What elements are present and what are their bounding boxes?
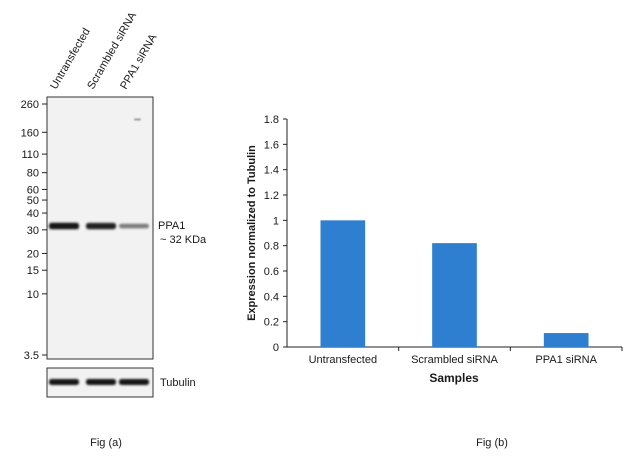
- panel-b-caption: Fig (b): [476, 437, 508, 449]
- y-axis-title: Expression normalized to Tubulin: [246, 145, 258, 321]
- y-tick-label: 1.4: [264, 165, 279, 177]
- x-tick-label: PPA1 siRNA: [535, 354, 597, 366]
- bar: [432, 243, 477, 347]
- target-band: [86, 222, 116, 230]
- y-tick-label: 0: [273, 342, 279, 354]
- marker-label: 15: [27, 265, 39, 277]
- x-tick-label: Untransfected: [309, 354, 377, 366]
- faint-artifact-spot: [134, 118, 141, 121]
- y-tick-label: 0.2: [264, 317, 279, 329]
- marker-label: 260: [21, 99, 39, 111]
- loading-control-band: [119, 379, 149, 385]
- y-tick-label: 0.4: [264, 291, 279, 303]
- marker-label: 160: [21, 127, 39, 139]
- target-size-label: ~ 32 KDa: [160, 234, 207, 246]
- x-tick-label: Scrambled siRNA: [411, 354, 498, 366]
- target-band: [119, 223, 149, 229]
- marker-label: 30: [27, 225, 39, 237]
- x-tick-labels: Untransfected Scrambled siRNA PPA1 siRNA: [309, 347, 623, 366]
- marker-label: 10: [27, 289, 39, 301]
- loading-control-bands: [49, 379, 149, 385]
- marker-label: 80: [27, 168, 39, 180]
- y-tick-label: 1.2: [264, 190, 279, 202]
- target-bands: [49, 222, 149, 230]
- panel-a-caption: Fig (a): [90, 437, 122, 449]
- y-tick-label: 1: [273, 215, 279, 227]
- loading-control-label: Tubulin: [160, 377, 196, 389]
- marker-label: 40: [27, 208, 39, 220]
- target-protein-label: PPA1: [158, 220, 185, 232]
- y-tick-label: 1.8: [264, 114, 279, 126]
- marker-label: 20: [27, 248, 39, 260]
- loading-control-band: [86, 379, 116, 385]
- lane-label: Untransfected: [48, 26, 93, 91]
- bars: [320, 220, 589, 347]
- marker-label: 60: [27, 184, 39, 196]
- y-tick-label: 0.8: [264, 241, 279, 253]
- marker-label: 3.5: [24, 350, 39, 362]
- bar: [320, 220, 366, 347]
- bar-chart-panel: 0 0.2 0.4 0.6 0.8 1 1.2 1.4 1.6 1.8 Untransfected…: [246, 114, 623, 449]
- marker-label: 50: [27, 195, 39, 207]
- x-axis-title: Samples: [429, 371, 479, 385]
- bar: [543, 333, 589, 347]
- loading-control-band: [49, 379, 79, 385]
- marker-label: 110: [21, 149, 39, 161]
- y-tick-label: 1.6: [264, 139, 279, 151]
- y-axis: 0 0.2 0.4 0.6 0.8 1 1.2 1.4 1.6 1.8: [264, 114, 288, 354]
- target-band: [49, 222, 79, 230]
- y-tick-label: 0.6: [264, 266, 279, 278]
